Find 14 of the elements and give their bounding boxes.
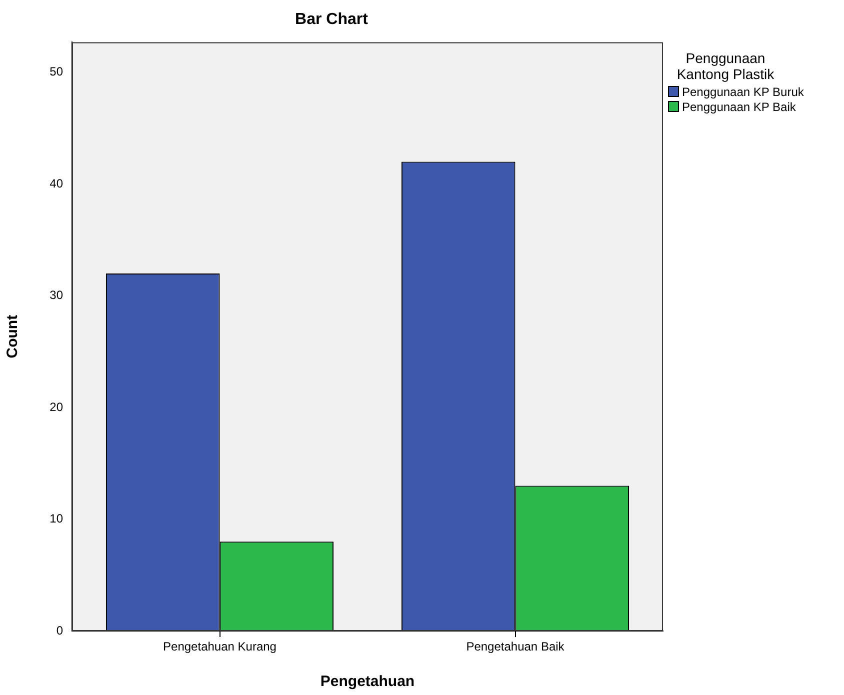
chart-title: Bar Chart [295, 11, 369, 28]
y-tick-label: 40 [50, 176, 64, 190]
legend-title: Penggunaan Kantong Plastik [676, 50, 776, 82]
legend-label: Penggunaan KP Baik [682, 100, 796, 114]
y-tick-label: 10 [50, 512, 64, 526]
y-axis-title: Count [4, 314, 22, 358]
x-tick-label: Pengetahuan Baik [466, 640, 566, 654]
y-tick-label: 0 [56, 623, 64, 638]
y-tick-label: 50 [50, 64, 64, 79]
y-tick-label: 20 [50, 400, 64, 414]
legend-label: Penggunaan KP Buruk [682, 84, 804, 98]
x-axis-title: Pengetahuan [320, 673, 415, 690]
x-tick-label: Pengetahuan Kurang [163, 640, 276, 654]
y-tick-label: 30 [50, 288, 64, 302]
